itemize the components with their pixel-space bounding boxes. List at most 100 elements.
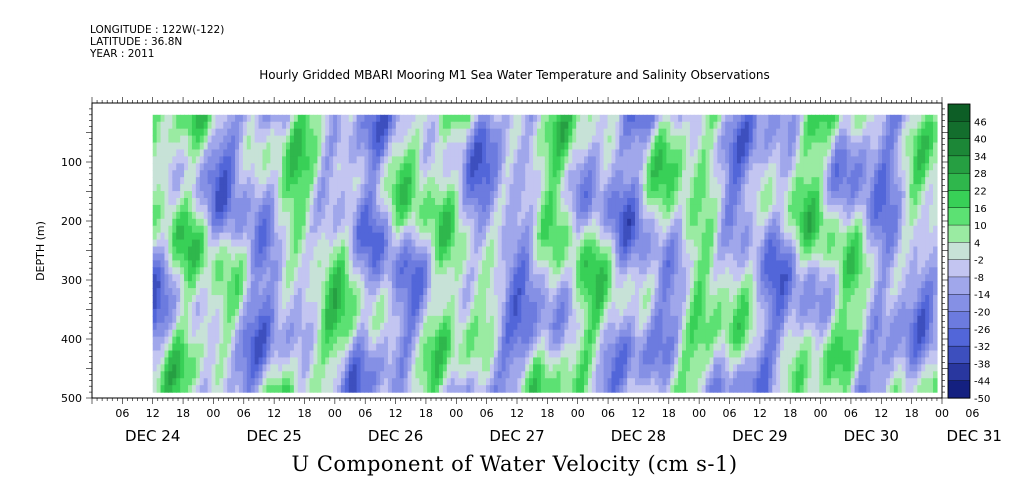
heatmap-cell bbox=[442, 121, 448, 130]
heatmap-cell bbox=[309, 225, 315, 234]
heatmap-cell bbox=[242, 170, 248, 178]
heatmap-cell bbox=[446, 385, 452, 393]
heatmap-cell bbox=[317, 260, 322, 268]
heatmap-cell bbox=[258, 204, 264, 213]
heatmap-cell bbox=[560, 114, 566, 123]
heatmap-cell bbox=[631, 343, 636, 352]
heatmap-cell bbox=[384, 357, 389, 365]
heatmap-cell bbox=[352, 232, 358, 241]
heatmap-cell bbox=[635, 274, 640, 282]
heatmap-cell bbox=[435, 142, 440, 151]
heatmap-cell bbox=[466, 295, 471, 303]
heatmap-cell bbox=[513, 239, 518, 248]
heatmap-cell bbox=[227, 288, 232, 296]
heatmap-cell bbox=[544, 329, 550, 338]
heatmap-cell bbox=[199, 191, 205, 199]
heatmap-cell bbox=[521, 295, 526, 303]
heatmap-cell bbox=[317, 350, 322, 359]
heatmap-cell bbox=[572, 350, 577, 359]
heatmap-cell bbox=[623, 142, 628, 151]
heatmap-cell bbox=[160, 177, 166, 185]
heatmap-cell bbox=[274, 350, 279, 359]
heatmap-cell bbox=[580, 308, 585, 317]
heatmap-cell bbox=[458, 308, 464, 317]
heatmap-cell bbox=[282, 260, 287, 268]
heatmap-cell bbox=[176, 135, 181, 144]
heatmap-cell bbox=[364, 364, 369, 372]
heatmap-cell bbox=[435, 267, 440, 275]
heatmap-cell bbox=[215, 260, 220, 268]
heatmap-cell bbox=[427, 357, 432, 365]
heatmap-cell bbox=[591, 350, 597, 359]
heatmap-cell bbox=[184, 371, 189, 379]
heatmap-cell bbox=[584, 128, 589, 137]
heatmap-cell bbox=[395, 128, 401, 137]
heatmap-cell bbox=[501, 295, 507, 303]
heatmap-cell bbox=[395, 163, 401, 171]
heatmap-cell bbox=[188, 239, 193, 248]
heatmap-cell bbox=[482, 156, 487, 164]
heatmap-cell bbox=[372, 246, 377, 255]
heatmap-cell bbox=[352, 329, 358, 338]
heatmap-cell bbox=[258, 329, 264, 338]
heatmap-cell bbox=[576, 170, 581, 178]
heatmap-cell bbox=[282, 135, 287, 144]
heatmap-cell bbox=[435, 336, 440, 345]
heatmap-cell bbox=[611, 135, 617, 144]
heatmap-cell bbox=[556, 322, 562, 331]
heatmap-cell bbox=[270, 274, 275, 282]
heatmap-cell bbox=[533, 142, 538, 151]
heatmap-cell bbox=[372, 197, 377, 206]
heatmap-cell bbox=[419, 385, 424, 393]
heatmap-cell bbox=[407, 225, 413, 234]
heatmap-cell bbox=[548, 315, 554, 324]
heatmap-cell bbox=[333, 177, 338, 185]
heatmap-cell bbox=[470, 288, 475, 296]
heatmap-cell bbox=[466, 371, 471, 379]
heatmap-cell bbox=[525, 329, 530, 338]
heatmap-cell bbox=[325, 191, 330, 199]
heatmap-cell bbox=[364, 253, 369, 261]
heatmap-cell bbox=[372, 121, 377, 130]
heatmap-cell bbox=[301, 184, 307, 192]
heatmap-cell bbox=[262, 350, 268, 359]
heatmap-cell bbox=[533, 170, 538, 178]
heatmap-cell bbox=[231, 301, 236, 310]
heatmap-cell bbox=[399, 343, 405, 352]
heatmap-cell bbox=[282, 295, 287, 303]
heatmap-cell bbox=[309, 267, 315, 275]
heatmap-cell bbox=[525, 267, 530, 275]
heatmap-cell bbox=[427, 184, 432, 192]
heatmap-cell bbox=[164, 301, 169, 310]
heatmap-cell bbox=[180, 329, 185, 338]
heatmap-cell bbox=[372, 156, 377, 164]
heatmap-cell bbox=[372, 211, 377, 220]
heatmap-cell bbox=[215, 308, 220, 317]
heatmap-cell bbox=[242, 218, 248, 227]
heatmap-cell bbox=[631, 288, 636, 296]
heatmap-cell bbox=[435, 135, 440, 144]
heatmap-cell bbox=[176, 281, 181, 289]
heatmap-cell bbox=[580, 329, 585, 338]
heatmap-cell bbox=[423, 156, 428, 164]
heatmap-cell bbox=[403, 295, 409, 303]
heatmap-cell bbox=[254, 295, 260, 303]
heatmap-cell bbox=[478, 170, 483, 178]
heatmap-cell bbox=[266, 281, 271, 289]
heatmap-cell bbox=[493, 322, 499, 331]
heatmap-cell bbox=[391, 149, 397, 157]
heatmap-cell bbox=[505, 350, 511, 359]
heatmap-cell bbox=[474, 281, 479, 289]
heatmap-cell bbox=[454, 170, 460, 178]
heatmap-cell bbox=[509, 239, 515, 248]
heatmap-cell bbox=[293, 329, 299, 338]
heatmap-cell bbox=[489, 163, 495, 171]
heatmap-cell bbox=[489, 128, 495, 137]
heatmap-cell bbox=[501, 288, 507, 296]
heatmap-cell bbox=[305, 218, 311, 227]
heatmap-cell bbox=[587, 350, 593, 359]
heatmap-cell bbox=[391, 267, 397, 275]
heatmap-cell bbox=[540, 128, 546, 137]
heatmap-cell bbox=[376, 232, 381, 241]
heatmap-cell bbox=[250, 288, 256, 296]
